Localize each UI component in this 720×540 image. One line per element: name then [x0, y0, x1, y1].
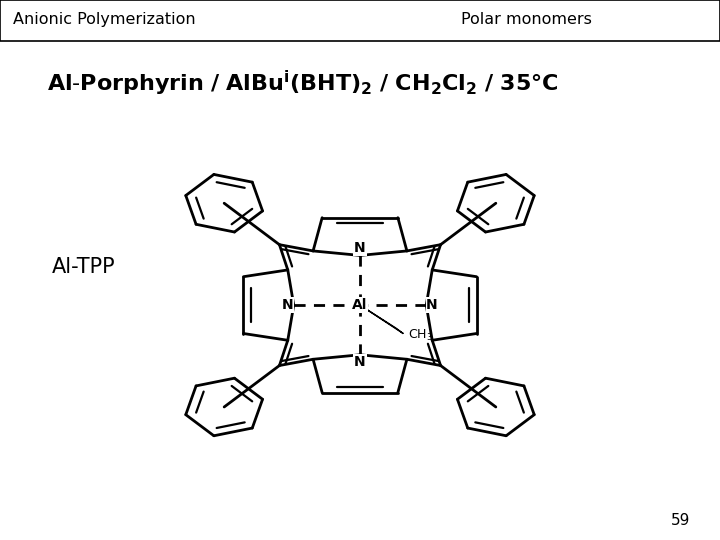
Text: N: N: [282, 298, 294, 312]
Text: N: N: [354, 355, 366, 369]
Text: CH$_3$: CH$_3$: [408, 328, 433, 343]
Text: 59: 59: [670, 513, 690, 528]
Text: N: N: [354, 241, 366, 255]
Text: $\bf{Al\text{-}Porphyrin\ /\ AlBu}^{\bf{i}}\bf{(BHT)_2\ /\ CH_2Cl_2\ /\ 35°C}$: $\bf{Al\text{-}Porphyrin\ /\ AlBu}^{\bf{…: [47, 69, 559, 98]
Text: Anionic Polymerization: Anionic Polymerization: [13, 12, 196, 28]
Polygon shape: [360, 305, 403, 334]
Text: Al-TPP: Al-TPP: [52, 257, 115, 278]
Text: N: N: [426, 298, 438, 312]
Bar: [0, 0, 720, 40]
Text: Al: Al: [352, 298, 368, 312]
Text: Polar monomers: Polar monomers: [461, 12, 592, 28]
